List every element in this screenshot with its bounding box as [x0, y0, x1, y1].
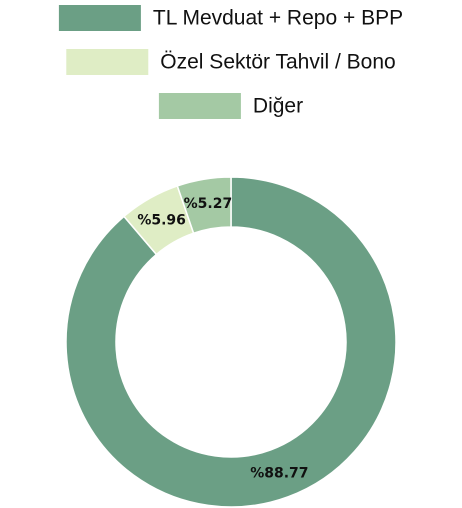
legend-label: TL Mevduat + Repo + BPP: [153, 7, 403, 30]
donut-slice: [65, 176, 397, 508]
legend-label: Özel Sektör Tahvil / Bono: [160, 51, 395, 74]
data-label: %5.27: [184, 196, 233, 212]
donut-slice: [176, 176, 232, 235]
legend-swatch: [58, 5, 141, 31]
legend-swatch: [158, 93, 241, 119]
legend-label: Diğer: [253, 95, 303, 118]
data-label: %5.96: [137, 212, 186, 228]
legend-swatch: [66, 49, 149, 75]
data-label: %88.77: [250, 465, 308, 481]
